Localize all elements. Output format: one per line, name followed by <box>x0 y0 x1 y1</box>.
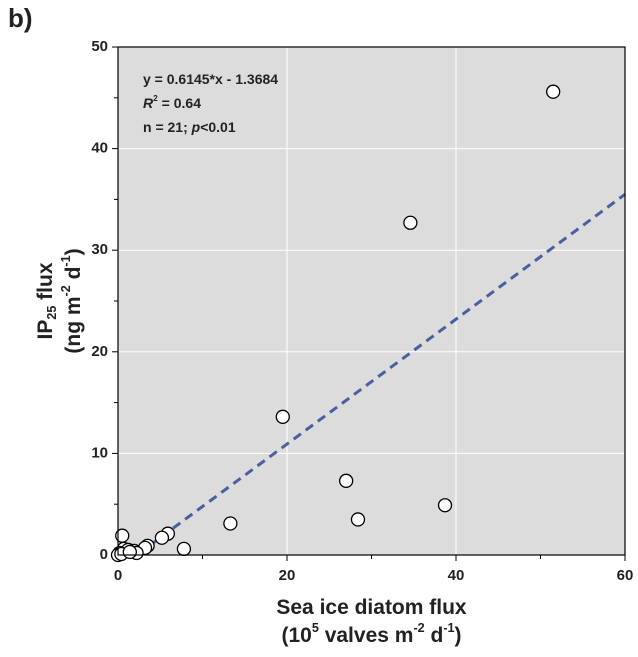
text-part: ) <box>455 624 462 647</box>
point <box>546 84 561 99</box>
y-tick-label: 0 <box>100 546 108 563</box>
annotation: y = 0.6145*x - 1.3684 <box>143 71 278 87</box>
plot-frame <box>117 46 626 556</box>
point <box>275 409 290 424</box>
y-tick-label: 20 <box>91 343 108 360</box>
annotation: R2 = 0.64 <box>143 93 201 110</box>
y-tick-label: 40 <box>91 140 108 157</box>
text-part: ) <box>62 248 85 255</box>
x-tick-label: 0 <box>114 567 122 584</box>
text-part: d <box>425 624 444 647</box>
text-part: valves m <box>319 624 414 647</box>
text-part: -1 <box>59 255 73 266</box>
text-part: 2 <box>153 93 158 103</box>
text-part: (10 <box>281 624 311 647</box>
y-tick-label: 10 <box>91 444 108 461</box>
point <box>223 516 238 531</box>
text-part: flux <box>34 262 57 305</box>
text-part: (ng m <box>62 296 85 353</box>
text-part: <0.01 <box>200 119 236 135</box>
text-part: -2 <box>413 621 424 635</box>
y-tick-label: 30 <box>91 241 108 258</box>
text-part: 25 <box>45 306 59 320</box>
annotation: n = 21; p<0.01 <box>143 119 236 135</box>
text-part: IP <box>34 320 57 340</box>
x-tick-label: 60 <box>617 567 634 584</box>
x-tick-label: 40 <box>448 567 465 584</box>
text-part: -2 <box>59 285 73 296</box>
text-part: Sea ice diatom flux <box>276 596 467 619</box>
point <box>338 473 354 488</box>
plot-background <box>118 47 625 555</box>
point <box>176 541 192 557</box>
point <box>350 512 366 527</box>
text-part: R <box>143 95 154 111</box>
point <box>403 215 418 230</box>
x-axis-label: Sea ice diatom flux <box>276 596 467 619</box>
x-axis-label: (105 valves m-2 d-1) <box>281 621 461 646</box>
point <box>154 530 170 545</box>
text-part: n = 21; <box>143 119 192 135</box>
text-part: y = 0.6145*x - 1.3684 <box>143 71 278 87</box>
text-part: 5 <box>312 621 319 635</box>
fit-line <box>135 193 626 557</box>
text-part: = 0.64 <box>158 95 201 111</box>
y-axis-label: IP25 flux <box>34 262 60 339</box>
point <box>122 544 137 560</box>
x-tick-label: 20 <box>279 567 296 584</box>
text-part: -1 <box>443 621 454 635</box>
y-tick-label: 50 <box>91 38 108 55</box>
text-part: d <box>62 267 85 286</box>
text-part: p <box>191 119 201 135</box>
panel-label: b) <box>8 3 33 33</box>
point <box>437 498 453 513</box>
y-axis-label: (ng m-2 d-1) <box>59 248 84 353</box>
